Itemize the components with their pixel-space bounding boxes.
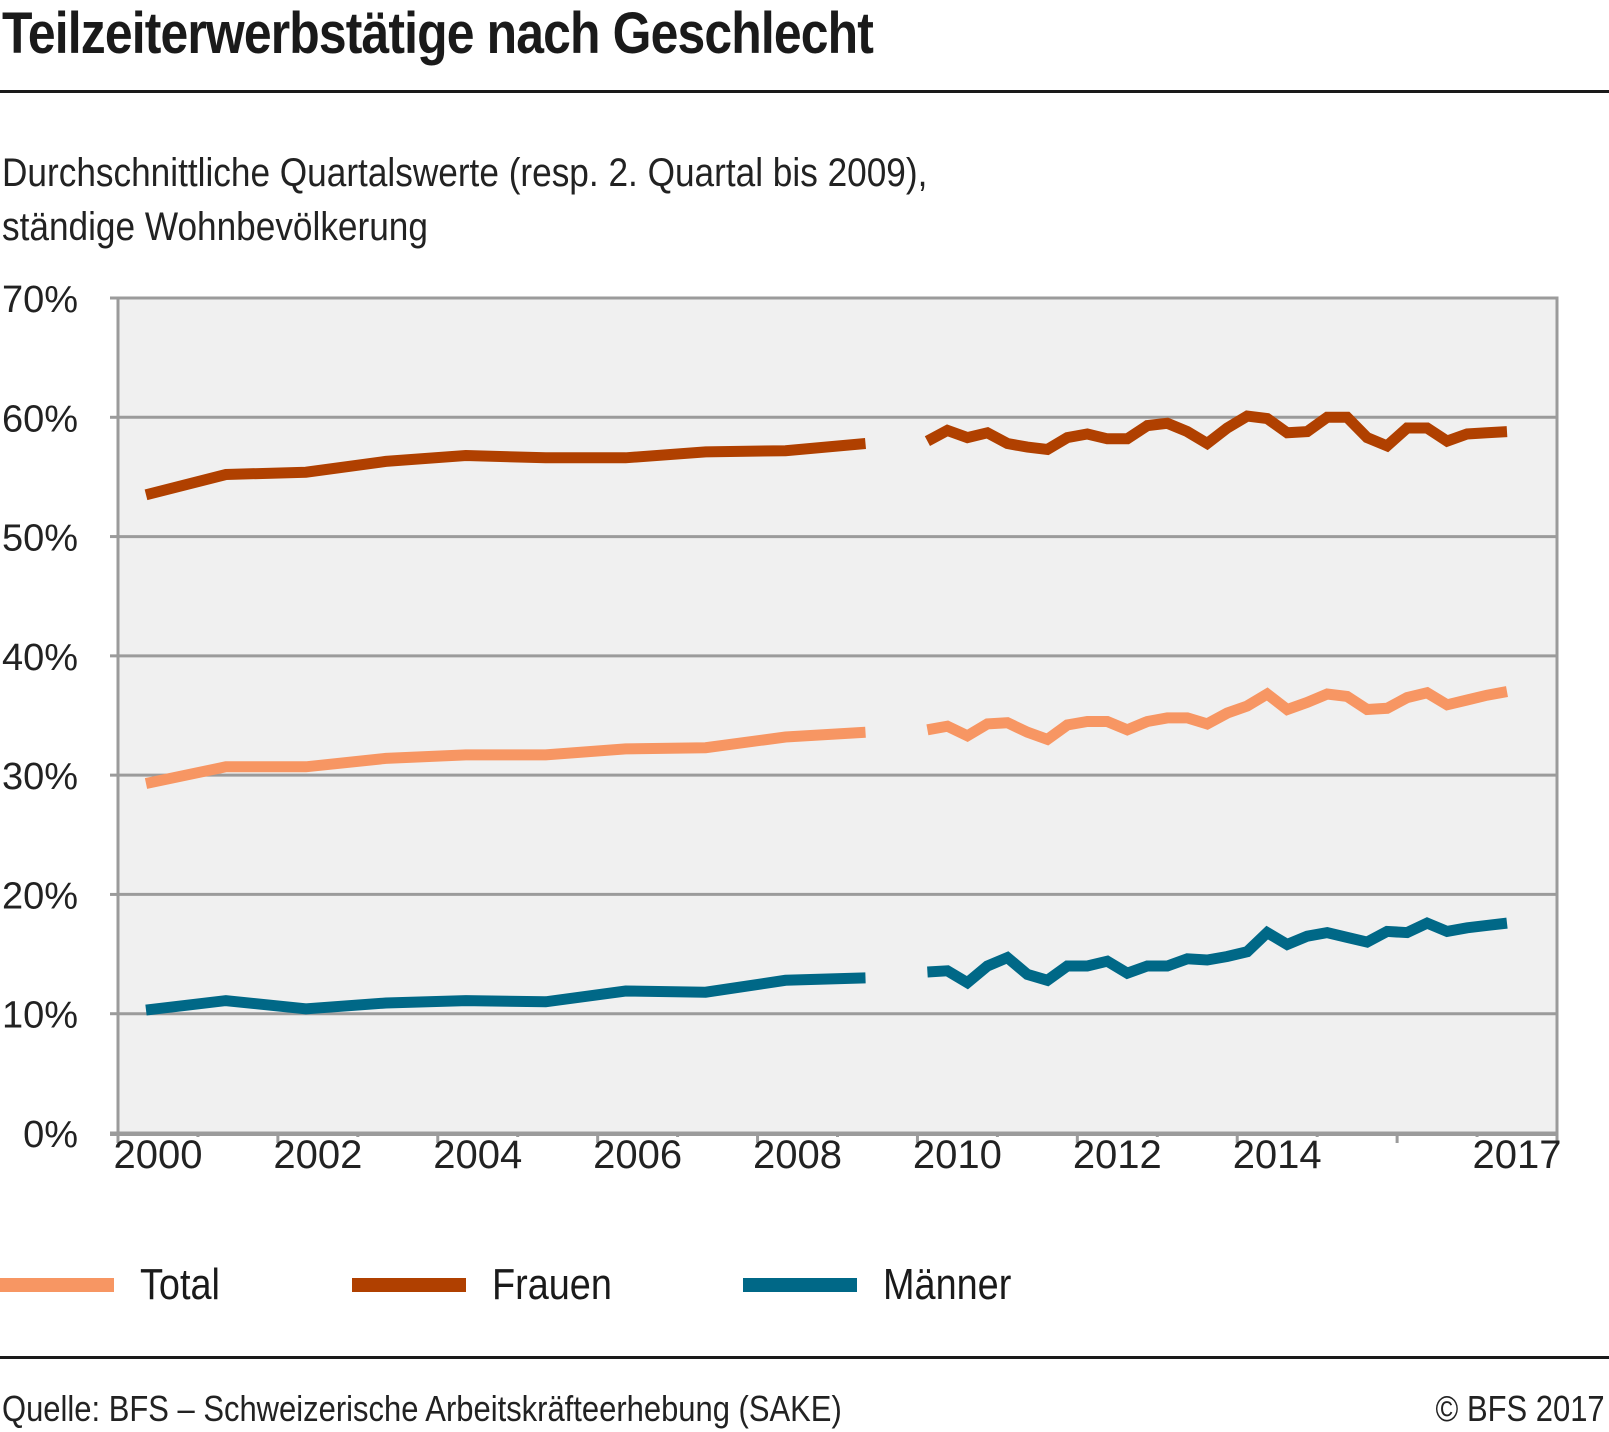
line-chart: 0% 10% 20% 30% 40% 50% 60% 70% 2000 2002 2004 2006…: [2, 279, 1562, 1177]
chart-title: Teilzeiterwerbstätige nach Geschlecht: [2, 1, 874, 66]
series-line-maenner-annual: [145, 972, 866, 1016]
x-tick-label: 2012: [1073, 1133, 1162, 1177]
y-axis: 0% 10% 20% 30% 40% 50% 60% 70%: [2, 279, 118, 1156]
x-tick-label: 2004: [433, 1133, 522, 1177]
legend-swatch-total: [0, 1278, 114, 1292]
x-tick-label: 2002: [273, 1133, 362, 1177]
title-divider: [0, 90, 1609, 93]
y-tick-label: 20%: [2, 875, 78, 917]
x-tick-label: 2010: [913, 1133, 1002, 1177]
plot-area: [118, 298, 1557, 1133]
y-tick-label: 60%: [2, 398, 78, 440]
x-axis: 2000 2002 2004 2006 2008 2010 2012 2014 2017: [110, 1132, 1562, 1177]
legend-item-frauen: Frauen: [352, 1255, 631, 1315]
copyright-note: © BFS 2017: [1435, 1388, 1605, 1429]
subtitle-line-2: ständige Wohnbevölkerung: [2, 205, 428, 249]
chart-subtitle: Durchschnittliche Quartalswerte (resp. 2…: [2, 146, 927, 254]
series-line-maenner-quarterly: [927, 917, 1508, 990]
legend-label-maenner: Männer: [883, 1260, 1012, 1309]
legend-item-maenner: Männer: [743, 1255, 1032, 1315]
footer-divider: [0, 1356, 1609, 1359]
legend-label-frauen: Frauen: [492, 1260, 612, 1309]
y-tick-label: 10%: [2, 995, 78, 1037]
source-note: Quelle: BFS – Schweizerische Arbeitskräf…: [2, 1388, 842, 1429]
subtitle-line-1: Durchschnittliche Quartalswerte (resp. 2…: [2, 151, 928, 195]
y-tick-label: 50%: [2, 518, 78, 560]
x-tick-label: 2008: [753, 1133, 842, 1177]
y-tick-label: 30%: [2, 756, 78, 798]
series-line-total-annual: [144, 726, 866, 789]
plot-frame: [116, 296, 1559, 1135]
series-line-total-quarterly: [926, 686, 1508, 746]
y-tick-label: 70%: [2, 279, 78, 321]
x-tick-label: 2014: [1233, 1133, 1322, 1177]
y-tick-label: 0%: [23, 1114, 78, 1156]
series-line-frauen-annual: [144, 438, 866, 501]
x-tick-label: 2017: [1473, 1133, 1562, 1177]
y-tick-label: 40%: [2, 637, 78, 679]
gridlines: [118, 415, 1557, 1016]
legend-label-total: Total: [140, 1260, 220, 1309]
series-lines: [144, 410, 1508, 1016]
series-line-frauen-quarterly: [924, 410, 1508, 456]
x-tick-label: 2000: [113, 1133, 202, 1177]
legend-swatch-frauen: [352, 1278, 466, 1292]
legend-item-total: Total: [0, 1255, 233, 1315]
legend-swatch-maenner: [743, 1278, 857, 1292]
x-tick-label: 2006: [593, 1133, 682, 1177]
